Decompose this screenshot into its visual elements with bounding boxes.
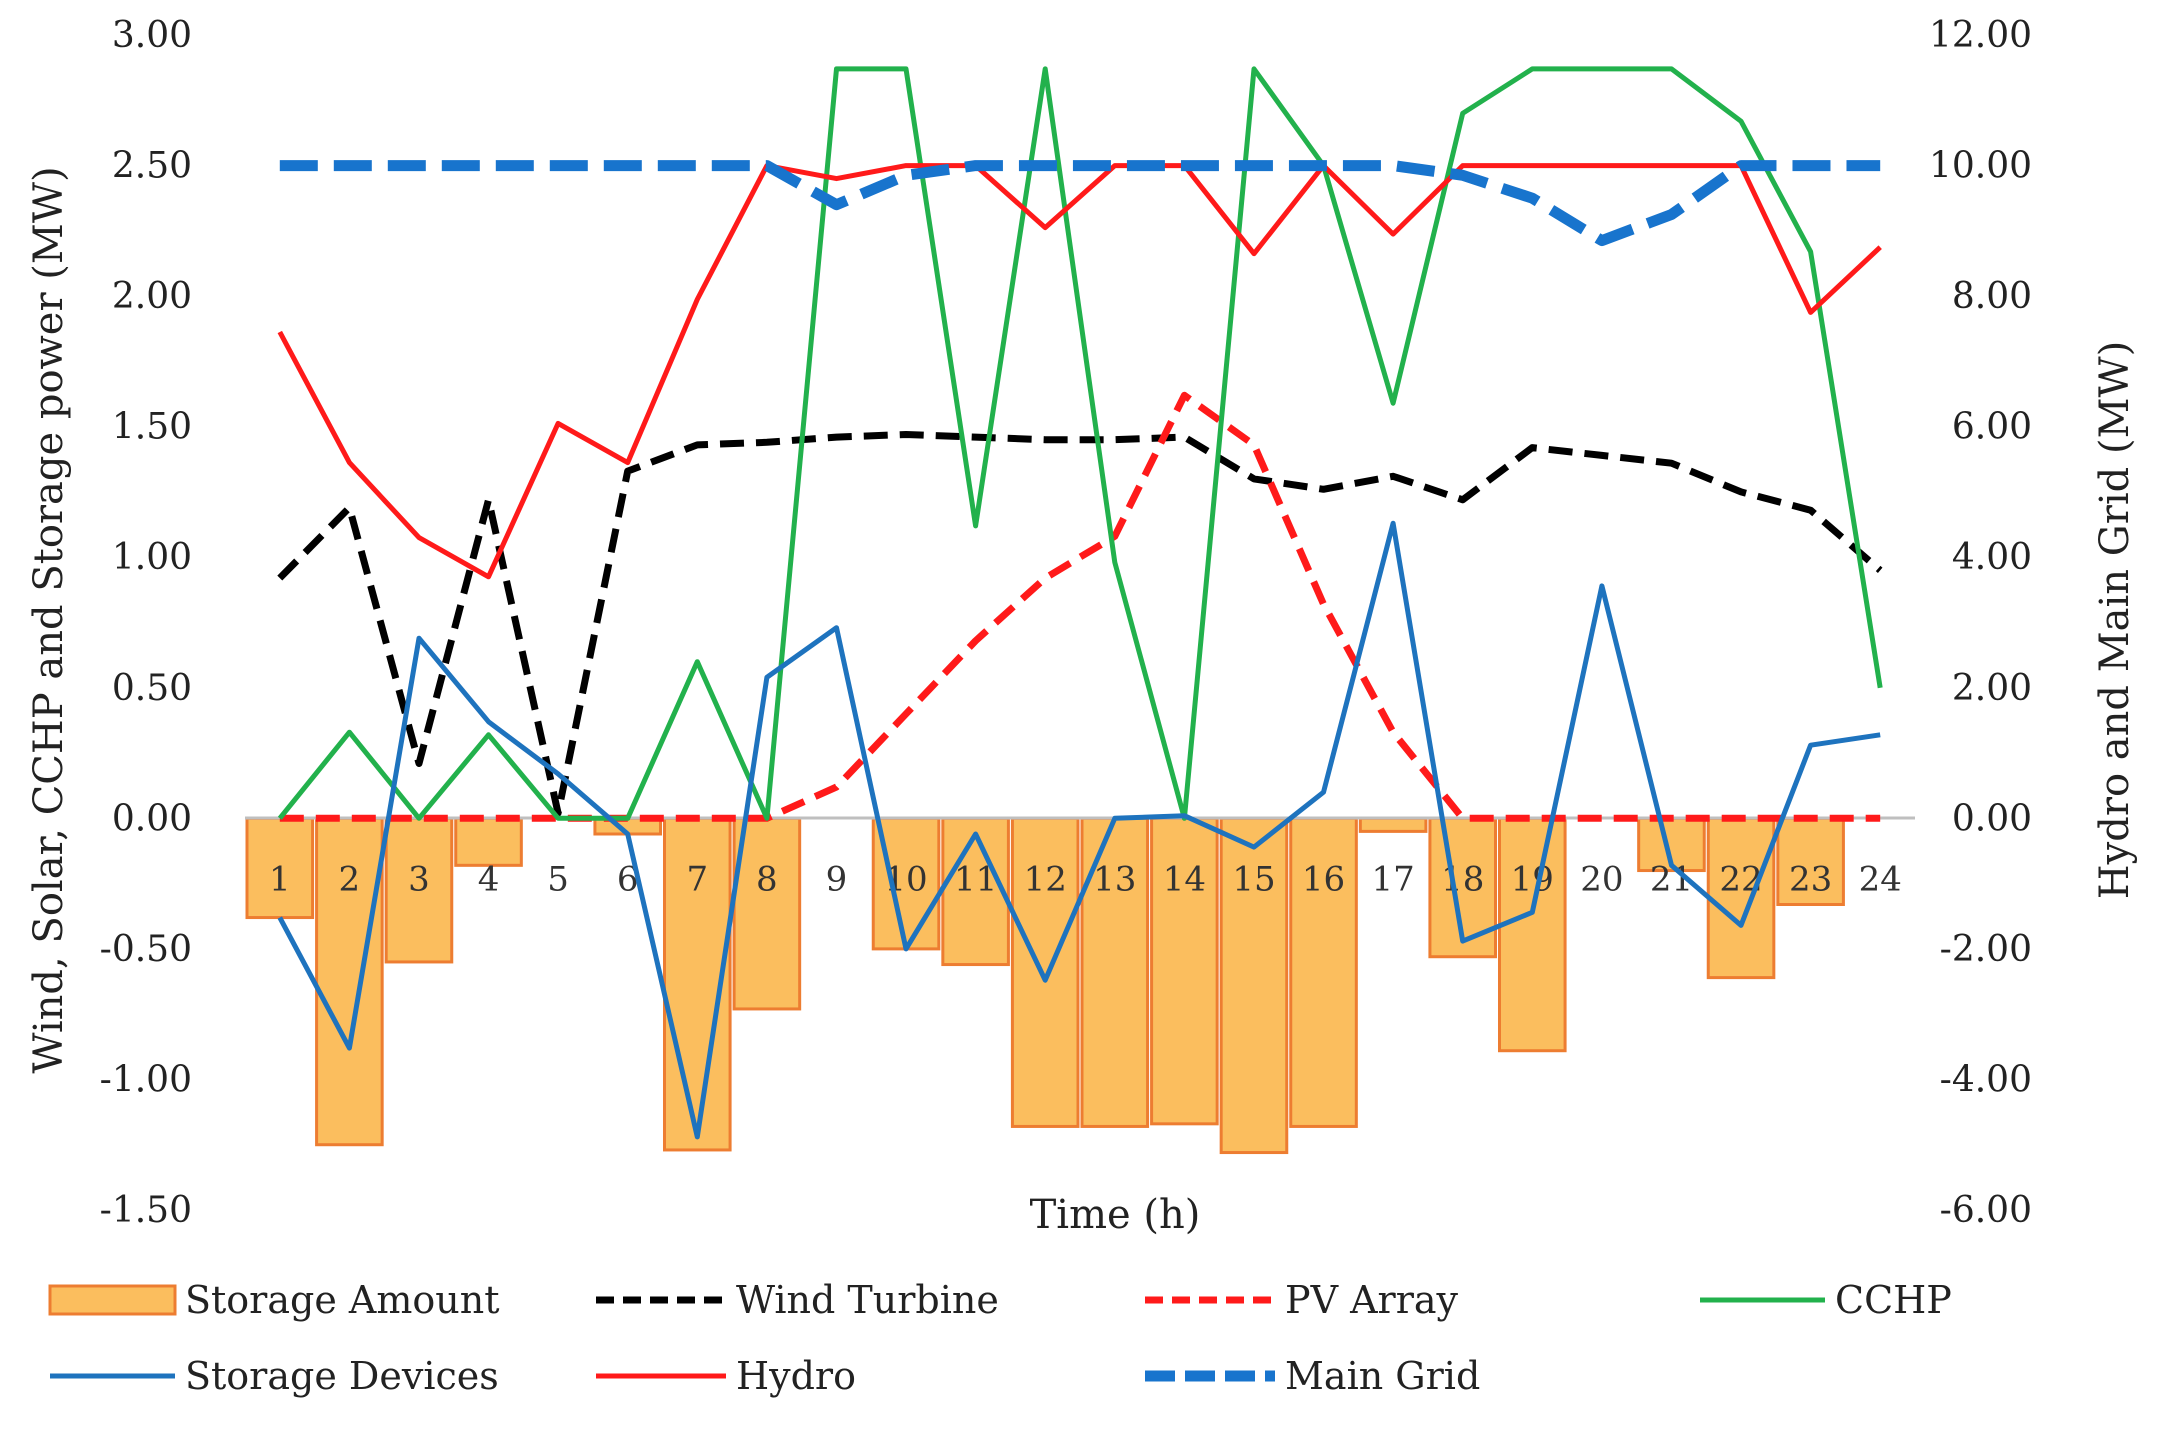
y-tick-label-left: 3.00: [112, 15, 192, 56]
x-tick-label: 24: [1859, 859, 1902, 899]
y-tick-label-right: 6.00: [1952, 407, 2032, 448]
y-tick-label-left: -1.00: [100, 1059, 192, 1100]
series-lines: [277, 66, 1883, 1140]
y-axis-left-title: Wind, Solar, CCHP and Storage power (MW): [26, 166, 72, 1073]
x-tick-label: 5: [547, 859, 569, 899]
y-tick-label-left: 0.50: [112, 668, 192, 709]
y-tick-label-left: 0.00: [112, 798, 192, 839]
x-tick-label: 20: [1580, 859, 1623, 899]
category-labels: 1 2 3 4 5 6 7 8 9 10 11 12 13 14 15 16 17 18 19 20 21 22 23 24: [269, 859, 1902, 899]
storage-amount-bar: [1498, 816, 1567, 1053]
series-line-main-grid: [279, 160, 1881, 247]
left-axis-ticks: 3.00 2.50 2.00 1.50 1.00 0.50 0.00 -0.50 -1.00 -1…: [100, 15, 192, 1231]
x-tick-label: 23: [1789, 859, 1832, 899]
y-tick-label-right: -6.00: [1940, 1190, 2032, 1231]
storage-amount-bar: [245, 816, 315, 920]
y-tick-label-right: 8.00: [1952, 276, 2032, 317]
series-line-pv-array: [279, 391, 1881, 822]
storage-amount-bar: [1150, 816, 1219, 1126]
x-tick-label: 14: [1163, 859, 1206, 899]
series-line-cchp: [277, 66, 1883, 821]
series-line-storage-devices: [277, 520, 1881, 1140]
x-tick-label: 17: [1371, 859, 1414, 899]
legend-label-storage-devices: Storage Devices: [185, 1354, 499, 1398]
series-line-wind-turbine: [277, 431, 1883, 817]
x-tick-label: 9: [826, 859, 848, 899]
y-axis-right-title: Hydro and Main Grid (MW): [2092, 341, 2138, 899]
x-tick-label: 12: [1024, 859, 1067, 899]
x-tick-label: 2: [339, 859, 361, 899]
y-tick-label-right: 4.00: [1952, 537, 2032, 578]
storage-amount-bar: [1358, 816, 1428, 833]
storage-amount-bar: [1010, 816, 1080, 1128]
x-tick-label: 16: [1302, 859, 1345, 899]
y-tick-label-left: 2.00: [112, 276, 192, 317]
legend-label-storage-amount: Storage Amount: [185, 1278, 499, 1322]
series-line-hydro: [277, 163, 1882, 580]
x-tick-label: 1: [269, 859, 291, 899]
y-tick-label-right: 10.00: [1929, 146, 2032, 187]
x-tick-label: 4: [478, 859, 500, 899]
legend: Storage Amount Wind Turbine PV Array CCHP St…: [48, 1278, 1952, 1398]
y-tick-label-left: 1.00: [112, 537, 192, 578]
legend-swatch-storage-amount: [48, 1284, 177, 1316]
storage-amount-bar: [1289, 816, 1358, 1128]
legend-label-main-grid: Main Grid: [1285, 1354, 1480, 1398]
y-tick-label-left: 2.50: [112, 146, 192, 187]
legend-label-cchp: CCHP: [1835, 1278, 1952, 1322]
y-tick-label-right: -2.00: [1940, 929, 2032, 970]
y-tick-label-left: -0.50: [100, 929, 192, 970]
legend-label-pv-array: PV Array: [1285, 1278, 1459, 1322]
storage-amount-bar: [732, 816, 802, 1011]
y-tick-label-right: 2.00: [1952, 668, 2032, 709]
x-tick-label: 6: [617, 859, 639, 899]
storage-amount-bar: [315, 816, 384, 1147]
x-tick-label: 8: [756, 859, 778, 899]
y-tick-label-right: 0.00: [1952, 798, 2032, 839]
x-tick-label: 15: [1232, 859, 1275, 899]
y-tick-label-left: -1.50: [100, 1190, 192, 1231]
storage-amount-bar: [1219, 816, 1289, 1155]
legend-label-wind-turbine: Wind Turbine: [736, 1278, 999, 1322]
x-tick-label: 3: [408, 859, 430, 899]
x-tick-label: 7: [686, 859, 708, 899]
x-tick-label: 13: [1093, 859, 1136, 899]
storage-amount-bar: [454, 816, 523, 867]
right-axis-ticks: 12.00 10.00 8.00 6.00 4.00 2.00 0.00 -2.00 -4.00…: [1929, 15, 2032, 1231]
legend-label-hydro: Hydro: [736, 1354, 856, 1398]
x-tick-label: 19: [1511, 859, 1554, 899]
y-tick-label-right: -4.00: [1940, 1059, 2032, 1100]
x-axis-title: Time (h): [1030, 1192, 1201, 1238]
y-tick-label-left: 1.50: [112, 407, 192, 448]
y-tick-label-right: 12.00: [1929, 15, 2032, 56]
